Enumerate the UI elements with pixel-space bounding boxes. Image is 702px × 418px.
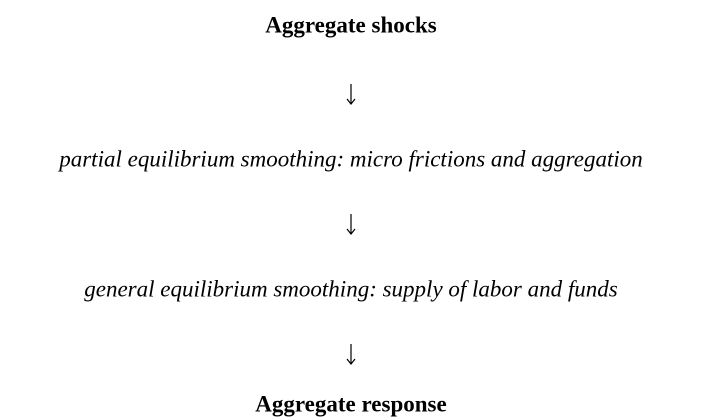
node-label: general equilibrium smoothing: supply of… <box>84 276 618 301</box>
node-label: partial equilibrium smoothing: micro fri… <box>57 146 643 171</box>
arrow-head <box>346 98 356 105</box>
arrow <box>346 84 356 105</box>
node-label: Aggregate shocks <box>265 12 436 37</box>
arrow-head <box>346 358 356 365</box>
arrow <box>346 344 356 365</box>
arrow <box>346 214 356 235</box>
node-label: Aggregate response <box>255 391 446 416</box>
arrow-head <box>346 228 356 235</box>
